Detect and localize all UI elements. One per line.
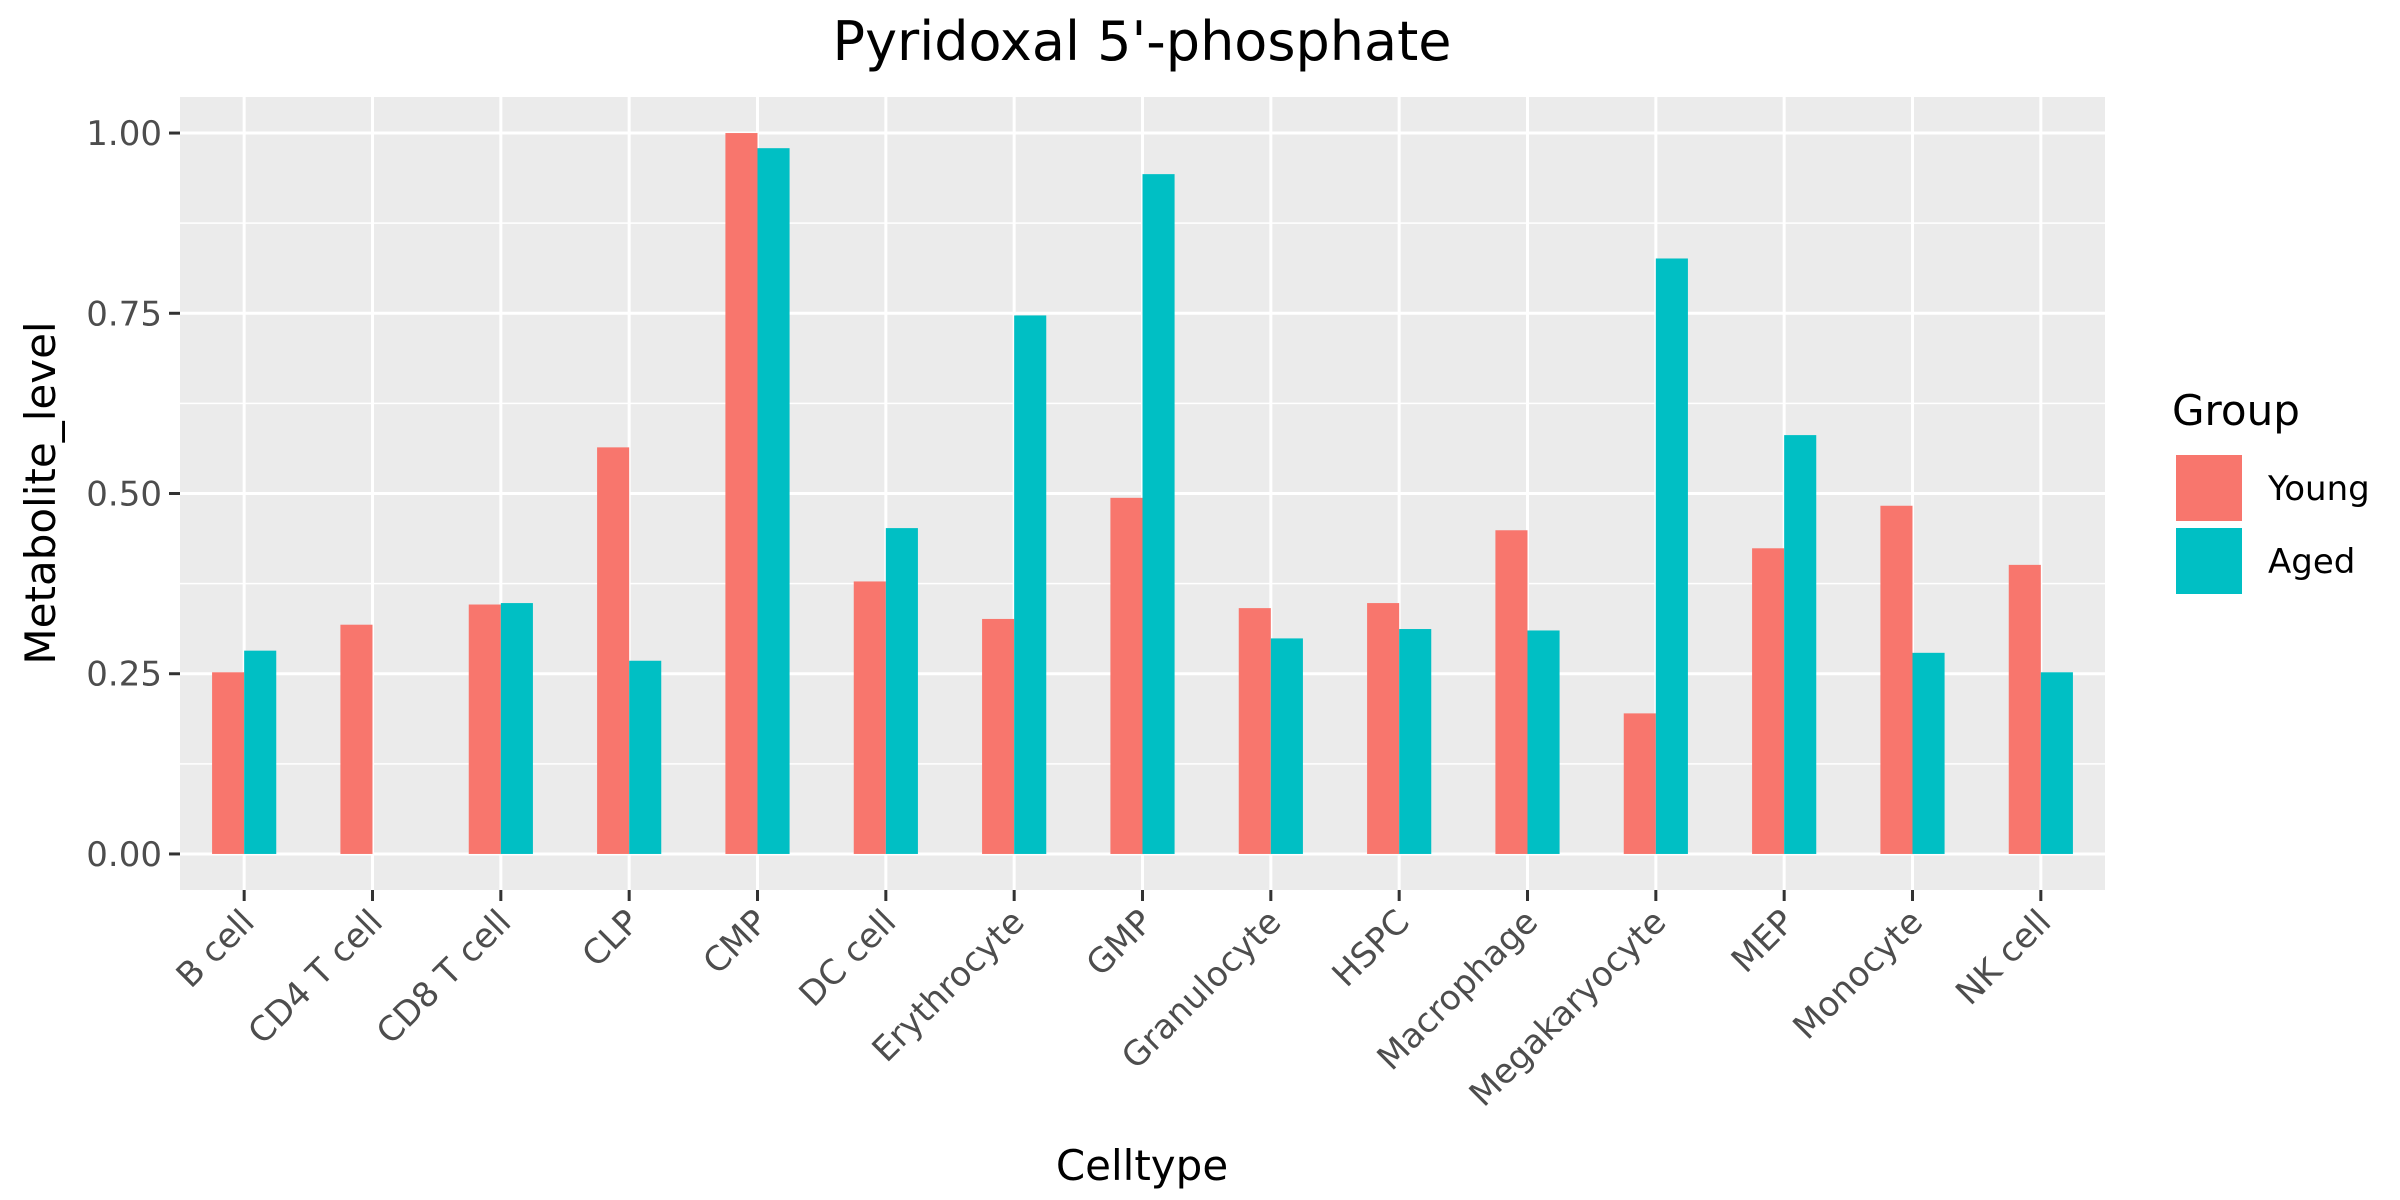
bar-aged-10 <box>1527 630 1560 854</box>
y-axis: 0.00 0.25 0.50 0.75 1.00 <box>86 114 180 875</box>
y-tick-label: 0.75 <box>86 294 162 334</box>
x-tick-label: GMP <box>1079 902 1161 984</box>
bar-young-3 <box>597 447 630 854</box>
y-tick-label: 0.25 <box>86 655 162 695</box>
chart-title: Pyridoxal 5'-phosphate <box>833 10 1452 73</box>
bar-aged-3 <box>629 660 662 854</box>
y-tick-label: 0.00 <box>86 835 162 875</box>
bar-aged-13 <box>1912 652 1945 854</box>
bar-aged-2 <box>500 603 533 854</box>
x-axis-title: Celltype <box>1056 1141 1228 1190</box>
bar-aged-4 <box>757 148 790 854</box>
x-tick-label: MEP <box>1724 902 1803 981</box>
bar-young-0 <box>212 672 245 854</box>
x-tick-label: B cell <box>169 902 263 996</box>
legend: Group Young Aged <box>2172 386 2370 594</box>
bar-young-5 <box>853 581 886 854</box>
bar-young-10 <box>1495 530 1528 854</box>
bar-young-13 <box>1880 505 1913 854</box>
bar-young-6 <box>982 618 1015 854</box>
bar-aged-7 <box>1142 174 1175 854</box>
x-tick-label: CMP <box>696 902 776 982</box>
legend-label-aged: Aged <box>2268 542 2355 582</box>
bar-young-2 <box>468 604 501 854</box>
y-axis-title: Metabolite_level <box>16 321 65 664</box>
y-tick-label: 0.50 <box>86 475 162 515</box>
bar-young-14 <box>2008 564 2041 854</box>
bar-young-7 <box>1110 497 1143 854</box>
y-tick-label: 1.00 <box>86 114 162 154</box>
bar-aged-9 <box>1399 629 1432 854</box>
legend-key-aged <box>2176 528 2242 594</box>
bar-aged-8 <box>1270 638 1303 854</box>
legend-label-young: Young <box>2267 469 2370 509</box>
bar-young-9 <box>1367 603 1400 854</box>
bar-aged-14 <box>2040 672 2073 854</box>
x-tick-label: CLP <box>575 902 648 975</box>
x-tick-label: NK cell <box>1948 902 2059 1013</box>
bar-young-12 <box>1752 548 1785 854</box>
bar-aged-5 <box>885 528 918 854</box>
bar-young-8 <box>1238 608 1271 854</box>
x-tick-label: CD8 T cell <box>369 902 519 1052</box>
bars <box>212 133 2073 854</box>
x-tick-label: CD4 T cell <box>241 902 391 1052</box>
bar-young-1 <box>340 624 373 854</box>
bar-aged-11 <box>1655 258 1688 854</box>
bar-young-11 <box>1623 713 1656 854</box>
legend-key-young <box>2176 455 2242 521</box>
bar-young-4 <box>725 133 758 854</box>
legend-title: Group <box>2172 386 2300 435</box>
x-tick-label: DC cell <box>792 902 905 1015</box>
bar-aged-12 <box>1784 435 1817 854</box>
bar-aged-6 <box>1014 315 1047 854</box>
bar-aged-0 <box>244 650 277 854</box>
x-tick-label: Monocyte <box>1786 902 1931 1047</box>
x-tick-label: HSPC <box>1325 902 1418 995</box>
